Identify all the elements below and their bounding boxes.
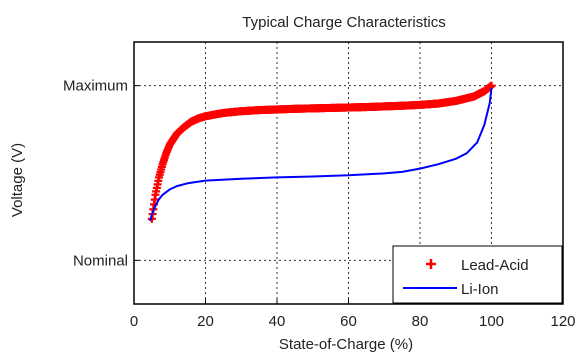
y-tick-label: Nominal [73, 252, 128, 269]
y-tick-label: Maximum [63, 78, 128, 95]
x-tick-label: 100 [479, 313, 504, 330]
x-tick-label: 80 [412, 313, 429, 330]
legend: Lead-Acid Li-Ion [392, 245, 563, 304]
x-tick-label: 20 [197, 313, 214, 330]
y-axis-label: Voltage (V) [9, 143, 26, 217]
ticks-layer: 0 20 40 60 80 100 120 Nominal Maximum [63, 78, 576, 330]
legend-label-lead-acid: Lead-Acid [461, 257, 529, 274]
x-axis-label: State-of-Charge (%) [279, 336, 413, 353]
series-li-ion-line [149, 87, 493, 222]
x-tick-label: 60 [340, 313, 357, 330]
legend-marker-lead-acid [426, 259, 436, 269]
legend-label-li-ion: Li-Ion [461, 281, 499, 298]
grid-layer [134, 42, 563, 304]
legend-box [392, 245, 563, 304]
x-tick-label: 40 [269, 313, 286, 330]
x-tick-label: 0 [130, 313, 138, 330]
series-layer [147, 81, 496, 223]
chart-title: Typical Charge Characteristics [242, 14, 445, 31]
series-lead-acid [147, 81, 496, 223]
x-tick-label: 120 [550, 313, 575, 330]
